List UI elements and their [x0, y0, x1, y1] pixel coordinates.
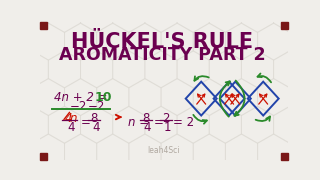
Text: n =: n =	[128, 116, 149, 129]
Text: = 2: = 2	[173, 116, 195, 129]
Text: 4: 4	[65, 112, 72, 125]
Text: 1: 1	[164, 121, 172, 134]
Text: 10: 10	[94, 91, 112, 104]
Text: HÜCKEL'S RULE: HÜCKEL'S RULE	[71, 32, 253, 52]
Text: 8: 8	[142, 112, 150, 125]
Text: 2: 2	[163, 112, 170, 125]
Text: 4n + 2 =: 4n + 2 =	[54, 91, 108, 104]
Text: −2: −2	[69, 100, 87, 113]
Text: leah4Sci: leah4Sci	[148, 146, 180, 155]
Text: −2: −2	[88, 100, 105, 113]
Text: n: n	[69, 112, 77, 125]
Bar	[40, 153, 47, 160]
Text: 4: 4	[144, 121, 151, 134]
Text: AROMATICITY PART 2: AROMATICITY PART 2	[59, 46, 266, 64]
Text: 4: 4	[67, 121, 75, 134]
Text: 8: 8	[90, 112, 98, 125]
Bar	[40, 22, 47, 28]
Text: =: =	[154, 116, 164, 129]
Bar	[281, 153, 288, 160]
Text: =: =	[80, 116, 90, 129]
Bar	[281, 22, 288, 28]
Text: 4: 4	[92, 121, 100, 134]
